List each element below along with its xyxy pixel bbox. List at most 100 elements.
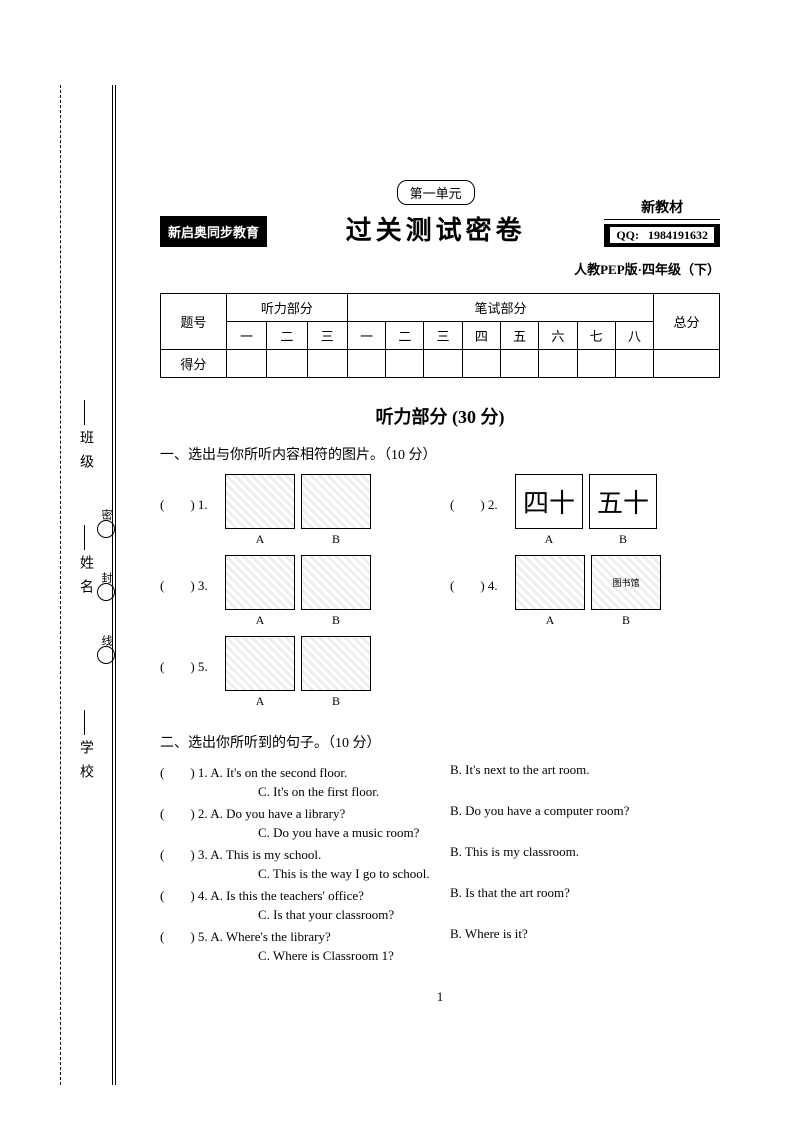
sentence-row: ( ) 5. A. Where's the library? B. Where … <box>160 926 720 945</box>
col-l1: 一 <box>226 322 266 350</box>
label-a: A <box>515 613 585 628</box>
col-l3: 三 <box>307 322 347 350</box>
pic-item-3: ( ) 3. A B <box>160 555 450 628</box>
picture-grid: ( ) 1. A B ( ) 2. 四十 五十 A <box>160 474 720 717</box>
q-num: 1. <box>198 765 208 780</box>
pic-labels: A B <box>225 694 371 709</box>
col-w5: 五 <box>501 322 539 350</box>
option-a: A. Is this the teachers' office? <box>210 888 364 903</box>
pic-prefix: ( ) 4. <box>450 555 515 594</box>
margin-line-inner <box>115 85 116 1085</box>
col-w4: 四 <box>462 322 500 350</box>
option-c: C. Is that your classroom? <box>160 907 394 923</box>
publisher-badge: 新启奥同步教育 <box>160 216 267 247</box>
pic-col: 四十 五十 A B <box>515 474 657 547</box>
label-b: B <box>591 613 661 628</box>
sentence-row: C. Is that your classroom? <box>160 907 720 923</box>
q2-heading: 二、选出你所听到的句子。（10 分） <box>160 732 720 752</box>
answer-blank[interactable]: ( ) <box>450 578 485 593</box>
answer-blank[interactable]: ( ) <box>450 497 485 512</box>
score-cell[interactable] <box>654 350 720 378</box>
q-num: 3. <box>198 847 208 862</box>
option-a: A. Do you have a library? <box>210 806 345 821</box>
text-box-a: 四十 <box>515 474 583 529</box>
col-w8: 八 <box>615 322 653 350</box>
page-number: 1 <box>160 989 720 1005</box>
answer-blank[interactable]: ( ) <box>160 578 195 593</box>
label-b: B <box>301 613 371 628</box>
col-w7: 七 <box>577 322 615 350</box>
header-center: 第一单元 过关测试密卷 <box>346 180 526 247</box>
qq-badge: QQ: 1984191632 <box>604 224 720 247</box>
score-cell[interactable] <box>267 350 307 378</box>
pic-col: A B <box>225 636 371 709</box>
score-cell[interactable] <box>386 350 424 378</box>
score-cell[interactable] <box>577 350 615 378</box>
option-a: A. Where's the library? <box>210 929 331 944</box>
q-num: 2. <box>488 497 498 512</box>
sent-left: ( ) 3. A. This is my school. <box>160 844 450 863</box>
option-b: B. It's next to the art room. <box>450 762 720 781</box>
fill-line-school <box>84 710 85 735</box>
label-b: B <box>589 532 657 547</box>
q-num: 3. <box>198 578 208 593</box>
header-left: 新启奥同步教育 <box>160 216 267 247</box>
q-num: 4. <box>198 888 208 903</box>
option-c: C. Do you have a music room? <box>160 825 419 841</box>
image-placeholder <box>301 474 371 529</box>
table-row: 得分 <box>161 350 720 378</box>
score-cell[interactable] <box>501 350 539 378</box>
answer-blank[interactable]: ( ) <box>160 847 195 862</box>
label-b: B <box>301 532 371 547</box>
option-c: C. This is the way I go to school. <box>160 866 430 882</box>
cell-tihao: 题号 <box>161 294 227 350</box>
sentence-list: ( ) 1. A. It's on the second floor. B. I… <box>160 762 720 964</box>
pic-prefix: ( ) 2. <box>450 474 515 513</box>
pic-labels: A B <box>515 532 657 547</box>
option-b: B. Is that the art room? <box>450 885 720 904</box>
cell-listening: 听力部分 <box>226 294 347 322</box>
option-b: B. This is my classroom. <box>450 844 720 863</box>
sentence-row: C. This is the way I go to school. <box>160 866 720 882</box>
sentence-row: ( ) 1. A. It's on the second floor. B. I… <box>160 762 720 781</box>
fill-line-name <box>84 525 85 550</box>
seal-char-2: 封 <box>97 583 115 601</box>
score-cell[interactable] <box>539 350 577 378</box>
seal-char-3: 线 <box>97 646 115 664</box>
score-cell[interactable] <box>347 350 385 378</box>
q-num: 4. <box>488 578 498 593</box>
col-w3: 三 <box>424 322 462 350</box>
header-row: 新启奥同步教育 第一单元 过关测试密卷 新教材 QQ: 1984191632 <box>160 180 720 247</box>
table-row: 一 二 三 一 二 三 四 五 六 七 八 <box>161 322 720 350</box>
score-cell[interactable] <box>462 350 500 378</box>
label-name: 姓名 <box>75 555 95 603</box>
label-b: B <box>301 694 371 709</box>
pic-col: 图书馆 A B <box>515 555 661 628</box>
cell-written: 笔试部分 <box>347 294 653 322</box>
option-b: B. Do you have a computer room? <box>450 803 720 822</box>
pic-labels: A B <box>515 613 661 628</box>
listening-section-title: 听力部分 (30 分) <box>160 403 720 429</box>
sentence-row: ( ) 3. A. This is my school. B. This is … <box>160 844 720 863</box>
sent-left: ( ) 5. A. Where's the library? <box>160 926 450 945</box>
pic-prefix: ( ) 5. <box>160 636 225 675</box>
col-l2: 二 <box>267 322 307 350</box>
qq-number: 1984191632 <box>645 227 711 243</box>
score-cell[interactable] <box>615 350 653 378</box>
answer-blank[interactable]: ( ) <box>160 659 195 674</box>
answer-blank[interactable]: ( ) <box>160 765 195 780</box>
label-a: A <box>515 532 583 547</box>
answer-blank[interactable]: ( ) <box>160 888 195 903</box>
score-cell[interactable] <box>226 350 266 378</box>
sent-left: ( ) 2. A. Do you have a library? <box>160 803 450 822</box>
score-cell[interactable] <box>424 350 462 378</box>
pic-labels: A B <box>225 613 371 628</box>
pic-col: A B <box>225 555 371 628</box>
score-cell[interactable] <box>307 350 347 378</box>
cell-total: 总分 <box>654 294 720 350</box>
answer-blank[interactable]: ( ) <box>160 497 195 512</box>
answer-blank[interactable]: ( ) <box>160 806 195 821</box>
library-label: 图书馆 <box>592 556 660 609</box>
sentence-row: C. Do you have a music room? <box>160 825 720 841</box>
answer-blank[interactable]: ( ) <box>160 929 195 944</box>
